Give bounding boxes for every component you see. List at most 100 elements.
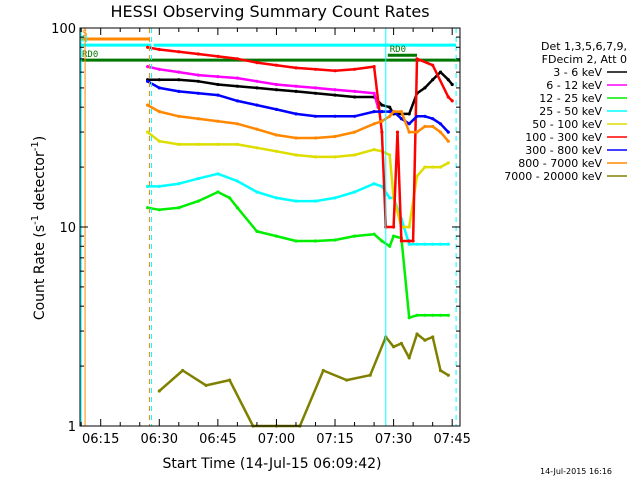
data-point [333, 88, 337, 92]
data-point [450, 82, 454, 87]
data-point [196, 91, 200, 95]
data-point [255, 86, 259, 90]
data-point [274, 63, 278, 67]
data-point [255, 190, 259, 194]
series-line [147, 70, 454, 116]
data-point [411, 239, 415, 243]
legend-entry-label: 12 - 25 keV [539, 92, 602, 105]
data-point [388, 153, 392, 157]
data-point [196, 52, 200, 56]
data-point [446, 78, 450, 82]
series-group [146, 172, 450, 246]
data-point [196, 117, 200, 121]
data-point [216, 172, 220, 176]
data-point [380, 110, 384, 114]
data-point [388, 196, 392, 200]
data-point [216, 142, 220, 146]
data-point [157, 139, 161, 143]
data-point [146, 184, 150, 188]
legend-entry-label: 6 - 12 keV [546, 79, 602, 92]
y-axis-label-exponent-2: -1 [30, 141, 41, 151]
data-point [446, 161, 450, 165]
x-tick-label: 06:30 [141, 432, 178, 447]
data-point [372, 65, 376, 69]
legend-entry-label: 100 - 300 keV [525, 131, 602, 144]
data-point [216, 119, 220, 123]
data-point [380, 239, 384, 243]
x-tick-label: 07:45 [433, 432, 470, 447]
x-tick-label: 06:45 [199, 432, 236, 447]
data-point [438, 122, 443, 126]
data-point [438, 242, 443, 246]
data-point [146, 65, 150, 69]
series-group [146, 65, 380, 109]
data-point [196, 73, 200, 77]
data-point [294, 89, 298, 93]
status-flag-label: RD0 [390, 45, 406, 55]
data-point [228, 196, 232, 200]
data-point [438, 313, 443, 317]
data-point [407, 239, 411, 243]
data-point [216, 190, 220, 194]
data-point [216, 75, 220, 79]
data-point [372, 232, 376, 236]
data-point [177, 142, 181, 146]
data-point [177, 50, 181, 54]
data-point [372, 182, 376, 186]
data-point [431, 335, 435, 339]
data-point [431, 242, 435, 246]
footer-date: 14-Jul-2015 16:16 [540, 467, 612, 476]
data-point [157, 110, 161, 114]
y-axis-label-main: Count Rate (s [32, 225, 48, 320]
data-point [157, 184, 161, 188]
data-point [313, 86, 318, 90]
data-point [146, 206, 150, 210]
x-tick-label: 06:15 [82, 432, 119, 447]
data-point [395, 130, 400, 134]
data-point [388, 114, 392, 118]
data-point [196, 79, 200, 83]
legend-entry-label: 7000 - 20000 keV [504, 170, 602, 183]
y-axis-label-end: ) [32, 136, 48, 141]
legend-entry-label: 50 - 100 keV [532, 118, 602, 131]
y-axis-label: Count Rate (s-1 detector-1) [30, 136, 48, 320]
data-point [333, 114, 337, 118]
legend-header: Det 1,3,5,6,7,9, [541, 40, 627, 53]
data-point [380, 119, 384, 123]
data-point [423, 313, 427, 317]
legend: Det 1,3,5,6,7,9,FDecim 2, Att 03 - 6 keV… [504, 40, 627, 183]
x-tick-label: 07:15 [316, 432, 353, 447]
data-point [407, 225, 411, 229]
series-group [146, 103, 450, 143]
data-point [235, 122, 239, 126]
status-flag-label: RD0 [82, 50, 98, 60]
data-point [333, 93, 337, 97]
data-point [446, 95, 450, 99]
data-point [294, 112, 298, 116]
y-tick-label: 10 [59, 221, 76, 236]
data-point [157, 208, 161, 212]
data-point [274, 133, 278, 137]
data-point [294, 84, 298, 88]
data-point [146, 45, 150, 49]
data-point [353, 153, 357, 157]
data-point [313, 136, 318, 140]
series-line [147, 46, 454, 243]
data-point [196, 142, 200, 146]
data-point [274, 82, 278, 87]
data-point [353, 130, 357, 134]
data-point [399, 239, 403, 243]
legend-entry-label: 25 - 50 keV [539, 105, 602, 118]
data-point [431, 165, 435, 169]
data-point [255, 103, 259, 107]
data-point [157, 86, 161, 90]
data-point [438, 130, 443, 134]
data-point [446, 130, 450, 134]
y-axis: 100 10 1 [51, 22, 460, 435]
data-point [177, 114, 181, 118]
data-point [415, 57, 419, 61]
data-point [294, 66, 298, 70]
data-point [392, 234, 396, 238]
data-point [399, 341, 403, 345]
data-point [157, 67, 161, 71]
